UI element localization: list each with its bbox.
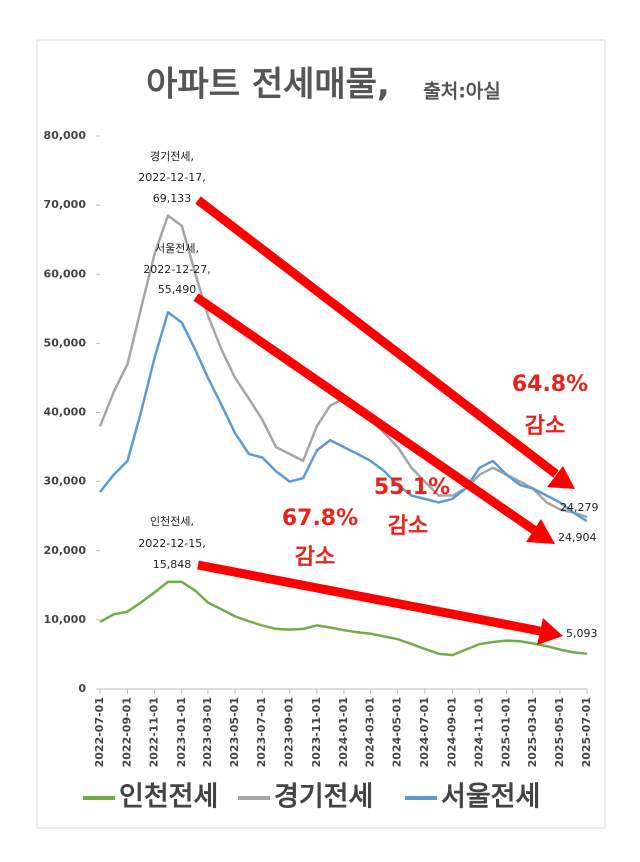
y-tick-label: 20,000: [44, 544, 87, 557]
x-tick-label: 2023-05-01: [228, 697, 241, 767]
annotation: 서울전세,: [155, 242, 199, 255]
x-tick-label: 2024-07-01: [418, 697, 431, 767]
arrows: [193, 196, 575, 645]
annotation: 경기전세,: [150, 150, 194, 163]
annotation: 2022-12-15,: [138, 537, 205, 550]
annotation: 2022-12-27,: [143, 263, 210, 276]
series-line: [99, 580, 588, 657]
x-tick-label: 2025-03-01: [526, 697, 539, 767]
arrow: [197, 560, 541, 636]
annotation: 감소: [295, 545, 335, 570]
x-tick-label: 2022-11-01: [148, 697, 161, 767]
y-tick-label: 70,000: [44, 198, 87, 211]
arrow: [193, 293, 537, 534]
annotation: 24,279: [560, 501, 599, 514]
arrow-head: [537, 618, 563, 645]
plot: 0 10,000 20,000 30,000 40,000 50,000 60,000 70,…: [44, 129, 593, 767]
x-tick-label: 2022-07-01: [93, 697, 106, 767]
x-tick-label: 2023-03-01: [201, 697, 214, 767]
y-tick-label: 50,000: [44, 336, 87, 349]
chart-subtitle: 출처:아실: [423, 81, 501, 103]
x-tick-label: 2025-05-01: [553, 697, 566, 767]
annotation: 감소: [525, 414, 565, 439]
x-tick-label: 2023-01-01: [175, 697, 188, 767]
annotation: 5,093: [566, 627, 598, 640]
annotation: 24,904: [558, 531, 597, 544]
y-tick-label: 60,000: [44, 267, 87, 280]
arrow-head: [547, 466, 575, 489]
arrow: [195, 196, 559, 478]
x-tick-label: 2024-05-01: [391, 697, 404, 767]
y-tick-label: 80,000: [44, 129, 87, 142]
annotation: 55.1%: [374, 475, 450, 500]
y-tick-label: 10,000: [44, 613, 87, 626]
x-tick-label: 2023-11-01: [310, 697, 323, 767]
annotation: 인천전세,: [150, 514, 194, 528]
y-tick-label: 40,000: [44, 406, 87, 419]
annotation: 2022-12-17,: [138, 171, 205, 184]
annotation: 15,848: [153, 558, 192, 571]
x-tick-label: 2024-11-01: [472, 697, 485, 767]
x-tick-label: 2024-03-01: [364, 697, 377, 767]
annotation: 55,490: [158, 283, 197, 296]
x-tick-label: 2022-09-01: [121, 697, 134, 767]
x-tick-label: 2023-07-01: [255, 697, 268, 767]
y-tick-label: 30,000: [44, 475, 87, 488]
x-tick-label: 2025-07-01: [580, 697, 593, 767]
series-line: [99, 311, 588, 523]
annotation: 69,133: [153, 192, 192, 205]
x-tick-label: 2024-01-01: [337, 697, 350, 767]
legend-label: 경기전세: [274, 782, 373, 813]
annotation: 67.8%: [282, 506, 358, 531]
y-tick-label: 0: [78, 682, 86, 695]
annotation: 64.8%: [512, 372, 588, 397]
chart-title: 아파트 전세매물,: [146, 65, 390, 105]
legend-label: 인천전세: [119, 782, 218, 813]
x-tick-label: 2023-09-01: [283, 697, 296, 767]
annotation: 감소: [388, 514, 428, 539]
arrow-head: [526, 519, 555, 544]
legend: 인천전세 경기전세 서울전세: [83, 782, 540, 813]
legend-label: 서울전세: [441, 782, 540, 813]
x-tick-label: 2024-09-01: [445, 697, 458, 767]
x-tick-label: 2025-01-01: [500, 697, 513, 767]
